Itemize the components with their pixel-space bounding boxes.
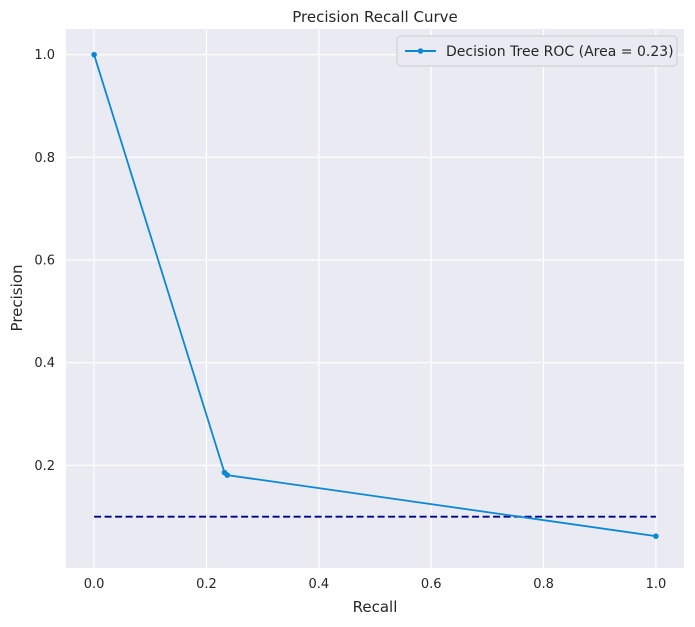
grid-lines [66,29,684,568]
data-point [653,533,659,539]
legend: Decision Tree ROC (Area = 0.23) [396,35,678,67]
chart-title: Precision Recall Curve [292,8,457,26]
tick-labels: 0.0 0.2 0.4 0.6 0.8 1.0 0.2 0.4 0.6 0.8 1.0 [34,48,666,592]
series-layer [91,51,659,539]
data-point [91,51,97,58]
x-tick-label: 1.0 [646,577,667,592]
data-point [224,472,231,478]
legend-box [396,35,678,67]
y-axis-title: Precision [8,265,26,332]
legend-marker-swatch [417,48,424,54]
x-axis-title: Recall [353,598,398,616]
x-tick-label: 0.6 [421,577,442,592]
x-tick-label: 0.0 [84,577,105,592]
y-tick-label: 0.8 [34,151,55,166]
x-tick-label: 0.4 [308,577,329,592]
y-tick-label: 1.0 [34,48,55,63]
legend-label: Decision Tree ROC (Area = 0.23) [446,44,674,60]
y-tick-label: 0.2 [34,459,55,474]
plot-area [66,29,684,568]
y-tick-label: 0.4 [34,356,55,371]
y-tick-label: 0.6 [34,254,55,269]
x-tick-label: 0.8 [533,577,554,592]
x-tick-label: 0.2 [196,577,217,592]
